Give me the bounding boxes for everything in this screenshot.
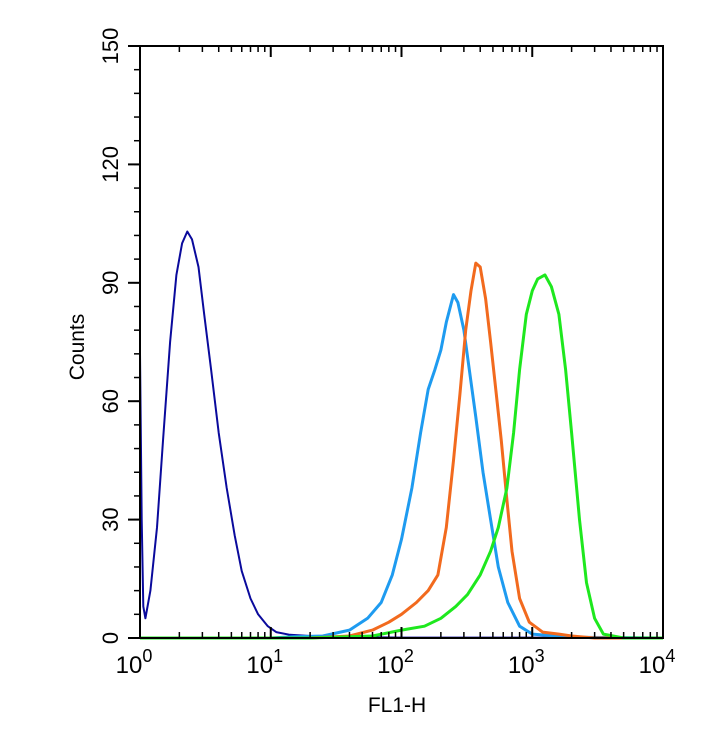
x-tick-label: 100 xyxy=(116,646,153,679)
x-tick-label: 103 xyxy=(508,646,545,679)
x-tick-label-base: 10 xyxy=(377,652,404,679)
x-axis-label: FL1-H xyxy=(368,694,426,717)
x-tick-label-base: 10 xyxy=(508,652,535,679)
x-tick-label-base: 10 xyxy=(639,652,666,679)
x-tick-label: 104 xyxy=(639,646,676,679)
x-tick-label: 102 xyxy=(377,646,414,679)
x-tick-label-exponent: 3 xyxy=(535,646,545,666)
x-tick-label-base: 10 xyxy=(246,652,273,679)
series-layer xyxy=(139,230,664,640)
y-tick-label: 60 xyxy=(98,389,123,413)
x-axis: 100 101 102 103 104 xyxy=(116,46,676,679)
y-axis: 0 30 60 90 120 150 xyxy=(98,28,140,644)
y-tick-label: 120 xyxy=(98,146,123,183)
x-tick-label-exponent: 2 xyxy=(404,646,414,666)
x-tick-label-exponent: 1 xyxy=(273,646,283,666)
series-line-3 xyxy=(140,261,663,640)
x-tick-label: 101 xyxy=(246,646,283,679)
y-axis-label: Counts xyxy=(66,314,89,381)
x-tick-label-exponent: 4 xyxy=(665,646,675,666)
x-tick-label-exponent: 0 xyxy=(142,646,152,666)
series-line-2 xyxy=(140,293,664,640)
y-tick-label: 0 xyxy=(98,632,123,644)
y-tick-label: 30 xyxy=(98,507,123,531)
x-tick-label-base: 10 xyxy=(116,652,143,679)
y-tick-label: 150 xyxy=(98,28,123,65)
series-line-4 xyxy=(140,273,663,640)
y-tick-label: 90 xyxy=(98,271,123,295)
